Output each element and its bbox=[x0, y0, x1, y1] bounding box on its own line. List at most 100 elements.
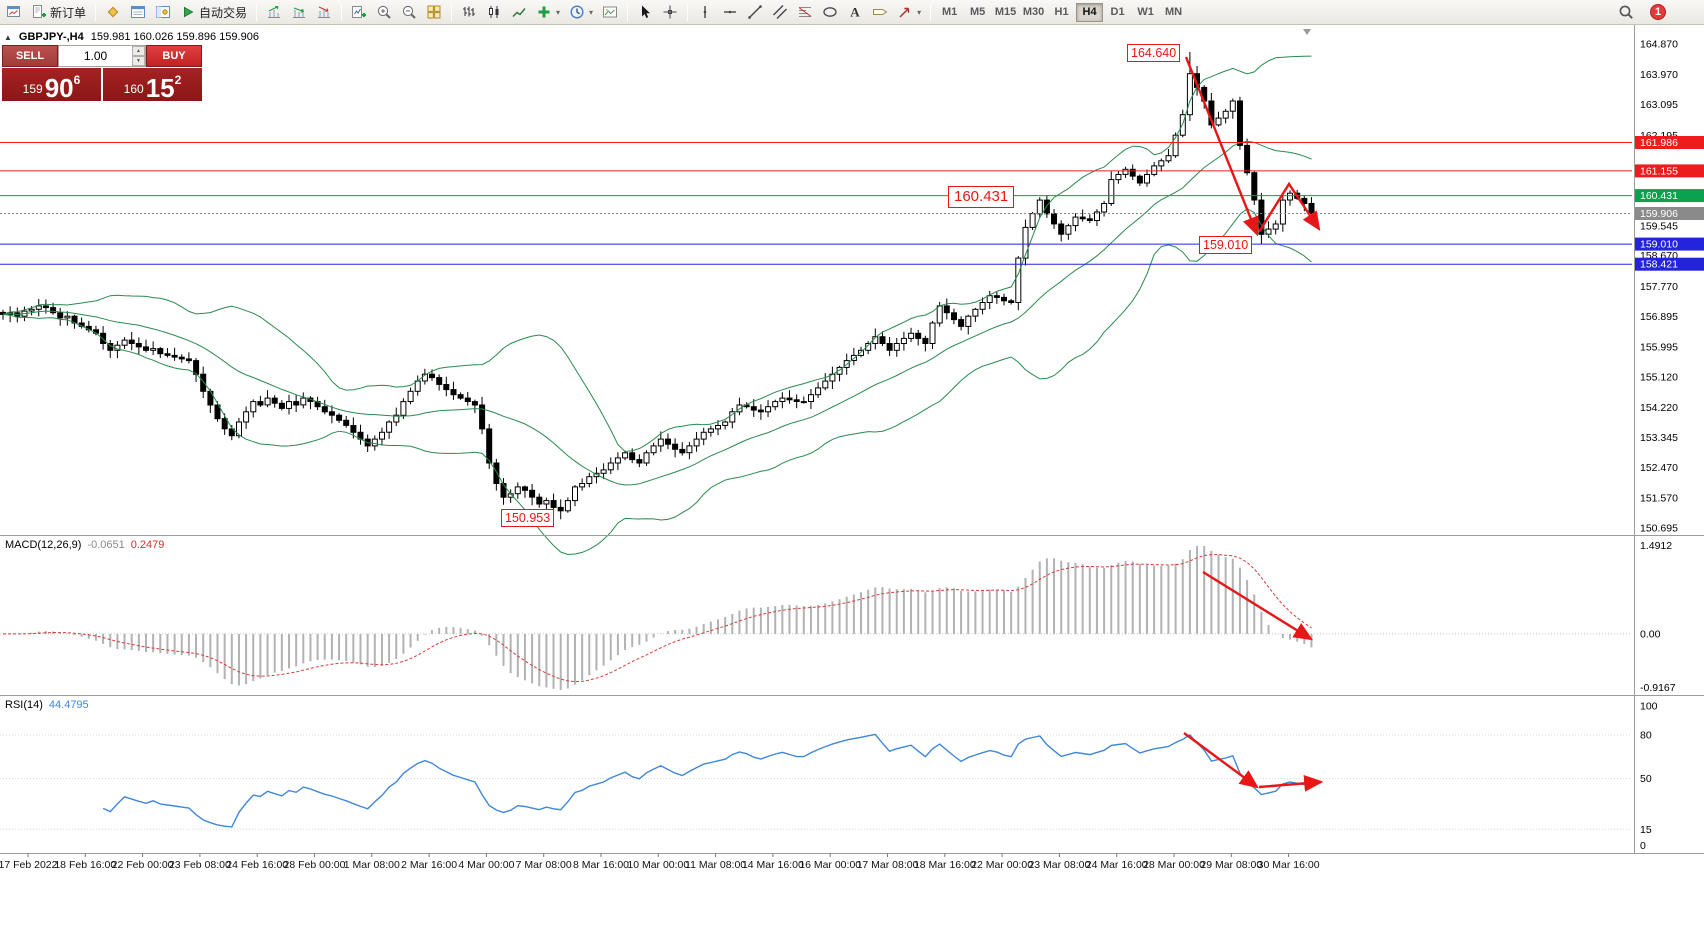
price-annotation[interactable]: 160.431 bbox=[948, 186, 1015, 208]
time-axis-label: 1 Mar 08:00 bbox=[344, 859, 400, 871]
arrows-tool-button[interactable]: ▾ bbox=[893, 1, 925, 23]
channel-tool-button[interactable] bbox=[768, 1, 792, 23]
price-annotation[interactable]: 150.953 bbox=[501, 509, 555, 527]
data-window-button[interactable] bbox=[126, 1, 150, 23]
price-axis-badge bbox=[1635, 237, 1704, 251]
periods-button[interactable]: ▾ bbox=[565, 1, 597, 23]
one-click-trading-toggle[interactable]: ▲ bbox=[4, 32, 12, 42]
crosshair-tool-button[interactable] bbox=[658, 1, 682, 23]
toolbar-separator bbox=[341, 3, 343, 21]
sell-button[interactable]: SELL bbox=[2, 45, 58, 67]
trend-arrow-annotation[interactable] bbox=[1202, 570, 1314, 641]
trend-arrow-annotation[interactable] bbox=[1183, 732, 1259, 789]
price-axis-tick: 150.695 bbox=[1640, 523, 1678, 535]
text-tool-button[interactable]: A bbox=[843, 1, 867, 23]
text-icon: A bbox=[850, 5, 860, 20]
chart-shift-marker[interactable] bbox=[1303, 29, 1311, 35]
price-axis-tick: 156.895 bbox=[1640, 311, 1678, 323]
timeframe-m30-button[interactable]: M30 bbox=[1020, 3, 1047, 22]
volume-increase-button[interactable]: ▲ bbox=[132, 46, 145, 56]
timeframe-w1-button[interactable]: W1 bbox=[1132, 3, 1159, 22]
horizontal-line-tool-button[interactable] bbox=[718, 1, 742, 23]
timeframe-h4-button[interactable]: H4 bbox=[1076, 2, 1104, 22]
navigator-button[interactable] bbox=[151, 1, 175, 23]
trend-arrow-annotation[interactable] bbox=[1257, 181, 1321, 233]
price-chart[interactable]: 164.870163.970163.095162.195159.545158.6… bbox=[0, 25, 1704, 943]
autotrading-button[interactable]: 自动交易 bbox=[176, 1, 251, 23]
one-click-trade-widget: SELL ▲ ▼ BUY 159 90 6 160 15 2 bbox=[2, 45, 202, 101]
new-chart-window-button[interactable] bbox=[347, 1, 371, 23]
timeframe-m5-button[interactable]: M5 bbox=[964, 3, 991, 22]
price-annotation[interactable]: 164.640 bbox=[1127, 44, 1181, 62]
trendline-tool-button[interactable] bbox=[743, 1, 767, 23]
timeframe-mn-button[interactable]: MN bbox=[1160, 3, 1187, 22]
shapes-tool-button[interactable] bbox=[818, 1, 842, 23]
new-order-button[interactable]: 新订单 bbox=[27, 1, 90, 23]
indicators-button[interactable]: ▾ bbox=[532, 1, 564, 23]
price-axis-badge-label: 158.421 bbox=[1640, 259, 1678, 271]
sell-price-display[interactable]: 159 90 6 bbox=[2, 68, 101, 101]
timeframe-m1-button[interactable]: M1 bbox=[936, 3, 963, 22]
macd-signal-value: 0.2479 bbox=[130, 539, 165, 551]
chart-symbol-header: ▲ GBPJPY-,H4 159.981 160.026 159.896 159… bbox=[4, 31, 259, 43]
time-axis-label: 4 Mar 00:00 bbox=[458, 859, 514, 871]
cursor-tool-button[interactable] bbox=[633, 1, 657, 23]
report-icon bbox=[318, 6, 331, 18]
trend-arrow-annotation[interactable] bbox=[1258, 774, 1324, 792]
zoom-in-icon bbox=[377, 5, 391, 19]
price-axis-badge-label: 159.010 bbox=[1640, 239, 1678, 251]
timeframe-d1-button[interactable]: D1 bbox=[1104, 3, 1131, 22]
rsi-axis-label: 15 bbox=[1640, 824, 1652, 836]
zoom-in-button[interactable] bbox=[372, 1, 396, 23]
time-axis-label: 18 Feb 16:00 bbox=[54, 859, 116, 871]
candlestick-type-button[interactable] bbox=[482, 1, 506, 23]
rsi-value: 44.4795 bbox=[48, 699, 89, 711]
macd-signal-line bbox=[3, 554, 1312, 683]
rsi-name: RSI(14) bbox=[5, 699, 43, 711]
bar-chart-type-icon bbox=[463, 6, 476, 17]
autotrading-label: 自动交易 bbox=[199, 5, 248, 20]
time-axis-label: 22 Feb 00:00 bbox=[112, 859, 174, 871]
price-axis-tick: 154.220 bbox=[1640, 402, 1678, 414]
price-axis-badge-label: 160.431 bbox=[1640, 190, 1678, 202]
price-annotation[interactable]: 159.010 bbox=[1199, 236, 1253, 254]
fibonacci-tool-button[interactable] bbox=[793, 1, 817, 23]
fibonacci-icon bbox=[798, 7, 812, 17]
toolbar-separator bbox=[627, 3, 629, 21]
rsi-axis-label: 80 bbox=[1640, 730, 1652, 742]
chart-window[interactable]: 164.870 163.970 163.095 162.195 159.545 158.6… bbox=[0, 25, 1704, 943]
price-axis-tick: 163.970 bbox=[1640, 69, 1678, 81]
price-axis-tick: 159.545 bbox=[1640, 220, 1678, 232]
report-button[interactable] bbox=[312, 1, 336, 23]
strategy-tester-button[interactable] bbox=[262, 1, 286, 23]
bar-chart-type-button[interactable] bbox=[457, 1, 481, 23]
history-center-button[interactable] bbox=[287, 1, 311, 23]
tile-windows-button[interactable] bbox=[422, 1, 446, 23]
vertical-line-tool-button[interactable] bbox=[693, 1, 717, 23]
trend-arrow-annotation[interactable] bbox=[1184, 56, 1259, 237]
zoom-out-button[interactable] bbox=[397, 1, 421, 23]
history-center-icon bbox=[293, 7, 306, 18]
timeframe-h1-button[interactable]: H1 bbox=[1048, 3, 1075, 22]
data-window-icon bbox=[131, 6, 146, 18]
macd-axis-min: -0.9167 bbox=[1640, 682, 1676, 694]
buy-price-display[interactable]: 160 15 2 bbox=[103, 68, 202, 101]
timeframe-m15-button[interactable]: M15 bbox=[992, 3, 1019, 22]
templates-button[interactable] bbox=[598, 1, 622, 23]
buy-button[interactable]: BUY bbox=[146, 45, 202, 67]
time-axis-label: 17 Mar 08:00 bbox=[857, 859, 919, 871]
search-button[interactable] bbox=[1614, 1, 1638, 23]
label-tool-button[interactable] bbox=[868, 1, 892, 23]
time-axis-label: 18 Mar 16:00 bbox=[914, 859, 976, 871]
notification-badge[interactable]: 1 bbox=[1650, 4, 1666, 20]
svg-text:A: A bbox=[850, 5, 860, 20]
sell-price-big-digits: 90 bbox=[44, 72, 74, 103]
volume-input[interactable] bbox=[59, 46, 132, 66]
volume-decrease-button[interactable]: ▼ bbox=[132, 56, 145, 66]
price-axis-badge bbox=[1635, 136, 1704, 149]
new-order-label: 新订单 bbox=[50, 5, 87, 20]
new-chart-button[interactable] bbox=[2, 1, 26, 23]
line-chart-type-button[interactable] bbox=[507, 1, 531, 23]
market-watch-button[interactable] bbox=[101, 1, 125, 23]
strategy-tester-icon bbox=[268, 6, 281, 18]
